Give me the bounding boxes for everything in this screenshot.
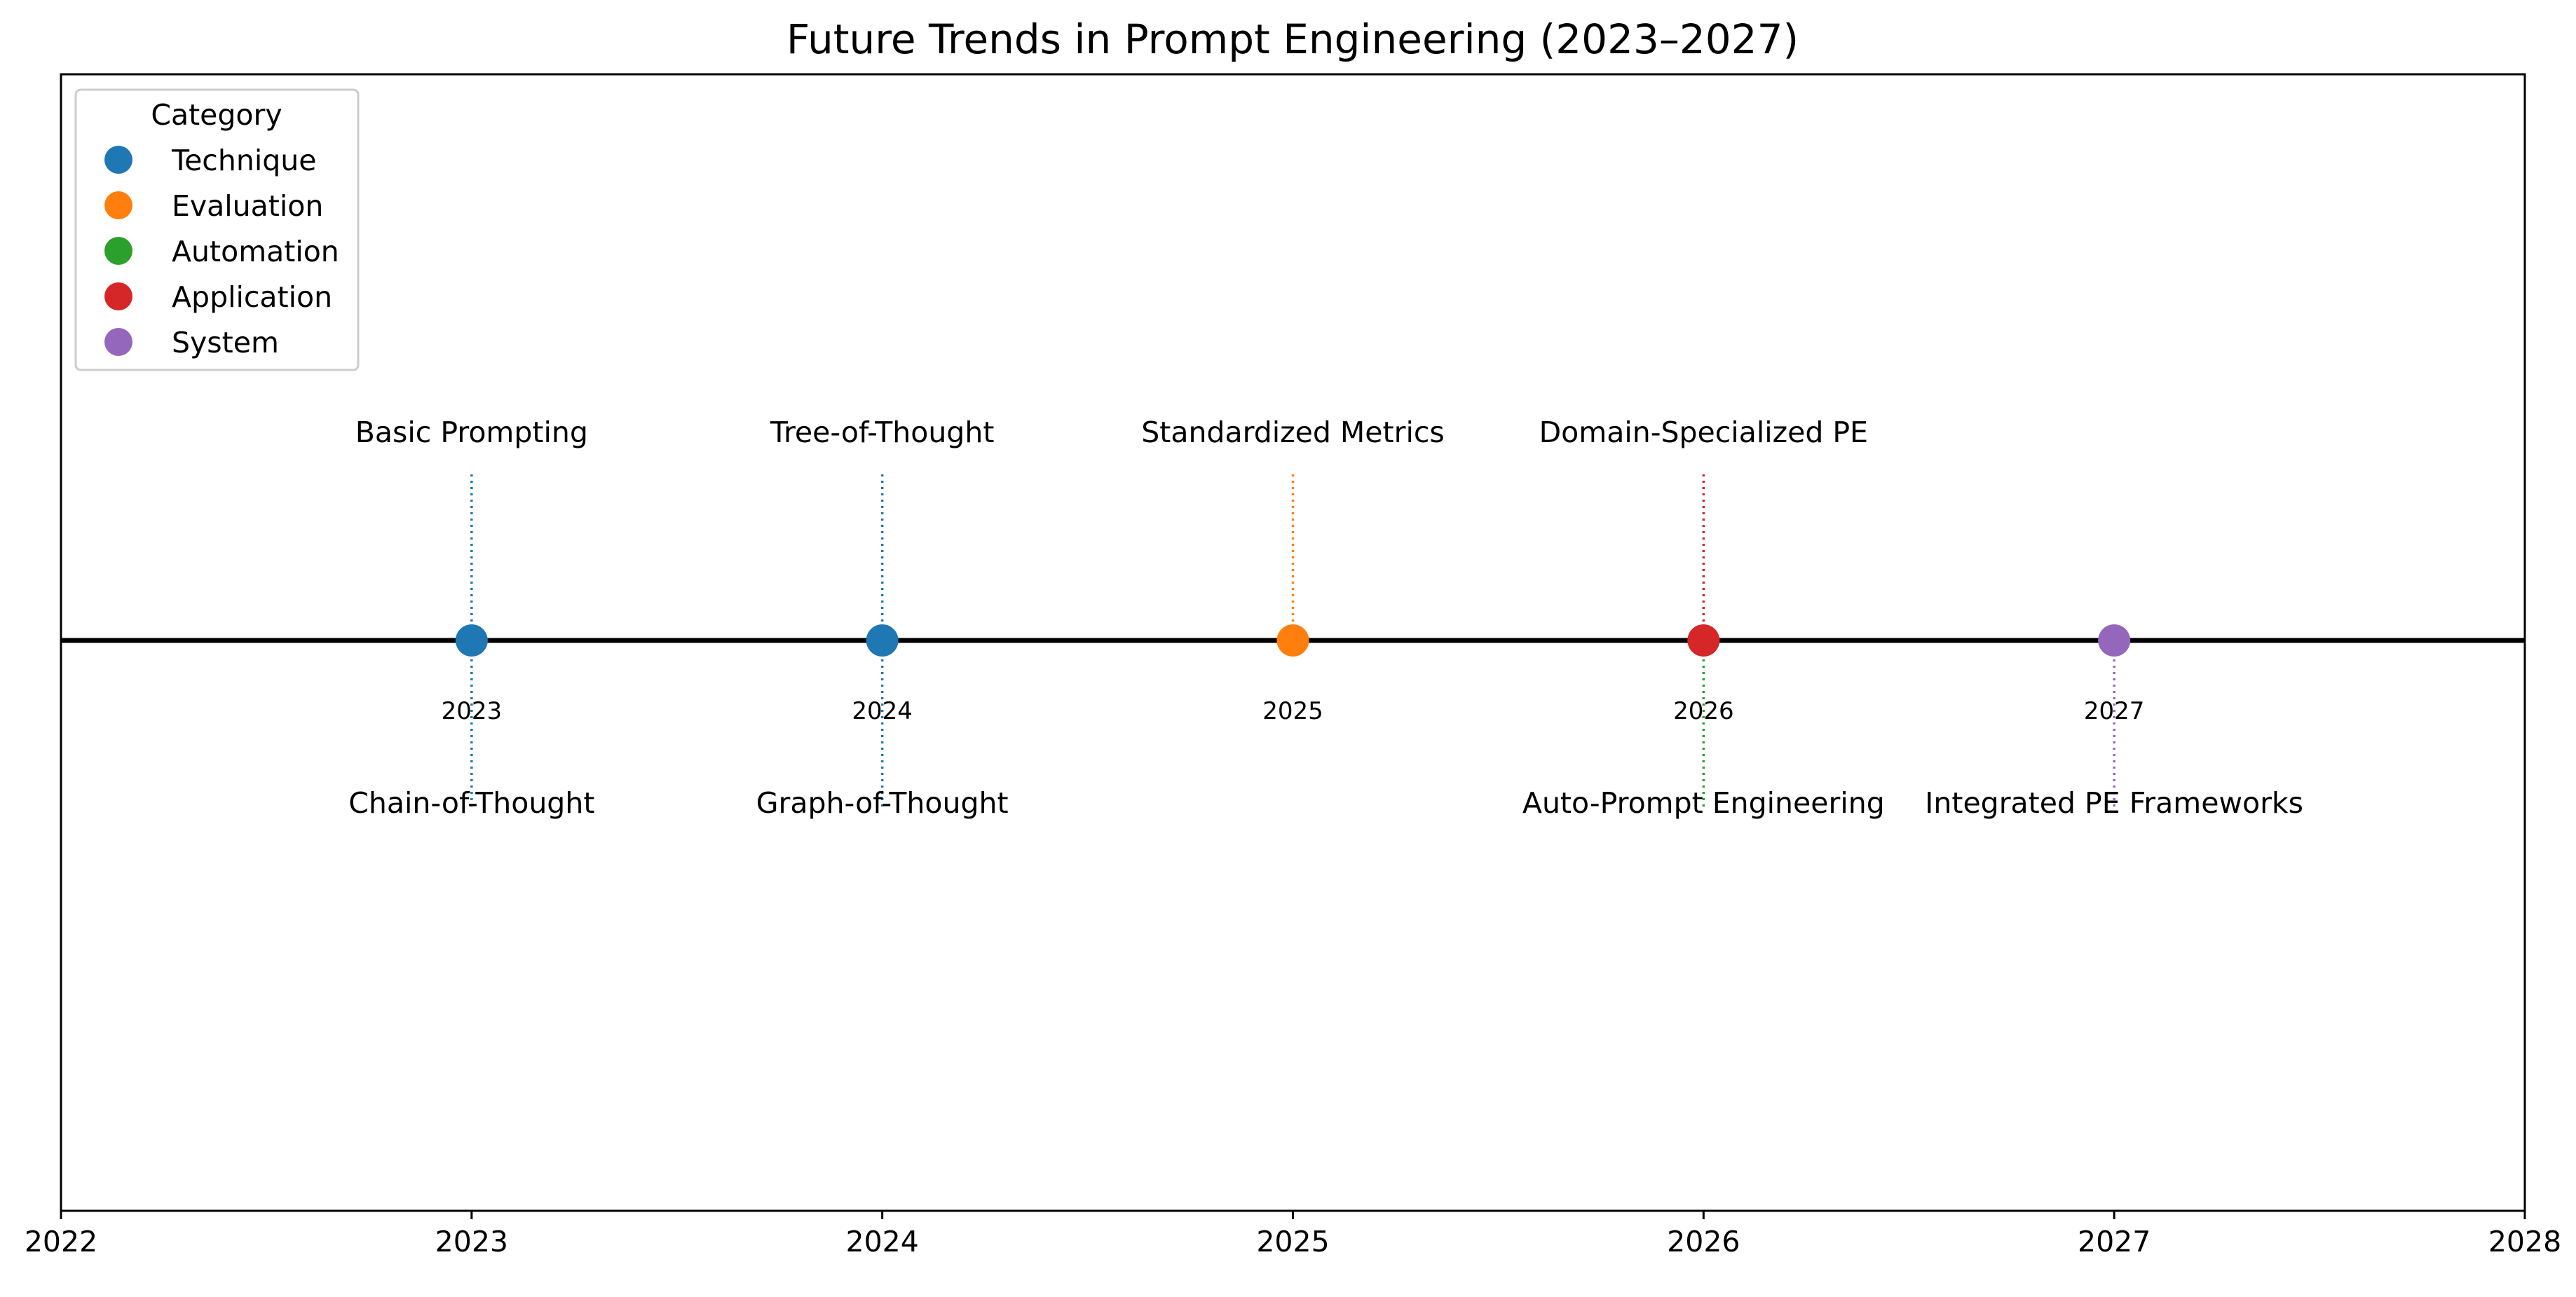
legend-entry-label: System — [172, 326, 279, 359]
legend-entry-label: Technique — [171, 144, 316, 177]
year-marker — [1276, 624, 1309, 657]
year-label: 2026 — [1673, 697, 1734, 725]
x-tick-label: 2024 — [845, 1225, 918, 1258]
legend-swatch — [104, 282, 132, 310]
year-marker — [866, 624, 899, 657]
year-label: 2024 — [852, 697, 913, 725]
event-label: Graph-of-Thought — [756, 786, 1009, 820]
legend-entry-label: Automation — [172, 235, 339, 268]
event-label: Auto-Prompt Engineering — [1522, 786, 1885, 820]
year-markers — [455, 624, 2131, 657]
year-marker — [2098, 624, 2131, 657]
x-tick-label: 2022 — [25, 1225, 97, 1258]
legend-title: Category — [151, 98, 282, 132]
event-label: Tree-of-Thought — [770, 416, 994, 449]
legend-swatch — [104, 191, 132, 219]
legend-frame — [74, 88, 360, 371]
legend: Category Technique Evaluation Automation Ap… — [74, 88, 360, 371]
event-labels: Basic Prompting Chain-of-Thought Tree-of-T… — [348, 416, 2303, 820]
legend-swatch — [104, 146, 132, 174]
event-label: Standardized Metrics — [1141, 416, 1445, 449]
x-tick-label: 2027 — [2078, 1225, 2151, 1258]
legend-entry-label: Evaluation — [172, 189, 323, 223]
legend-swatch — [104, 237, 132, 265]
year-label: 2027 — [2084, 697, 2145, 725]
year-marker — [1687, 624, 1720, 657]
x-tick-label: 2025 — [1256, 1225, 1329, 1258]
event-label: Domain-Specialized PE — [1539, 416, 1868, 449]
year-label: 2025 — [1262, 697, 1323, 725]
event-label: Basic Prompting — [355, 416, 588, 449]
legend-entries: Technique Evaluation Automation Application… — [104, 144, 339, 359]
year-labels: 2023 2024 2025 2026 2027 — [442, 697, 2145, 725]
x-axis: 2022 2023 2024 2025 2026 2027 2028 — [25, 1211, 2561, 1258]
x-tick-label: 2026 — [1667, 1225, 1740, 1258]
event-label: Integrated PE Frameworks — [1925, 786, 2303, 820]
legend-swatch — [104, 328, 132, 356]
x-tick-label: 2023 — [435, 1225, 508, 1258]
event-label: Chain-of-Thought — [348, 786, 594, 820]
legend-entry-label: Application — [172, 280, 332, 314]
year-label: 2023 — [442, 697, 503, 725]
chart-title: Future Trends in Prompt Engineering (202… — [786, 15, 1799, 63]
year-marker — [455, 624, 488, 657]
x-tick-label: 2028 — [2488, 1225, 2561, 1258]
